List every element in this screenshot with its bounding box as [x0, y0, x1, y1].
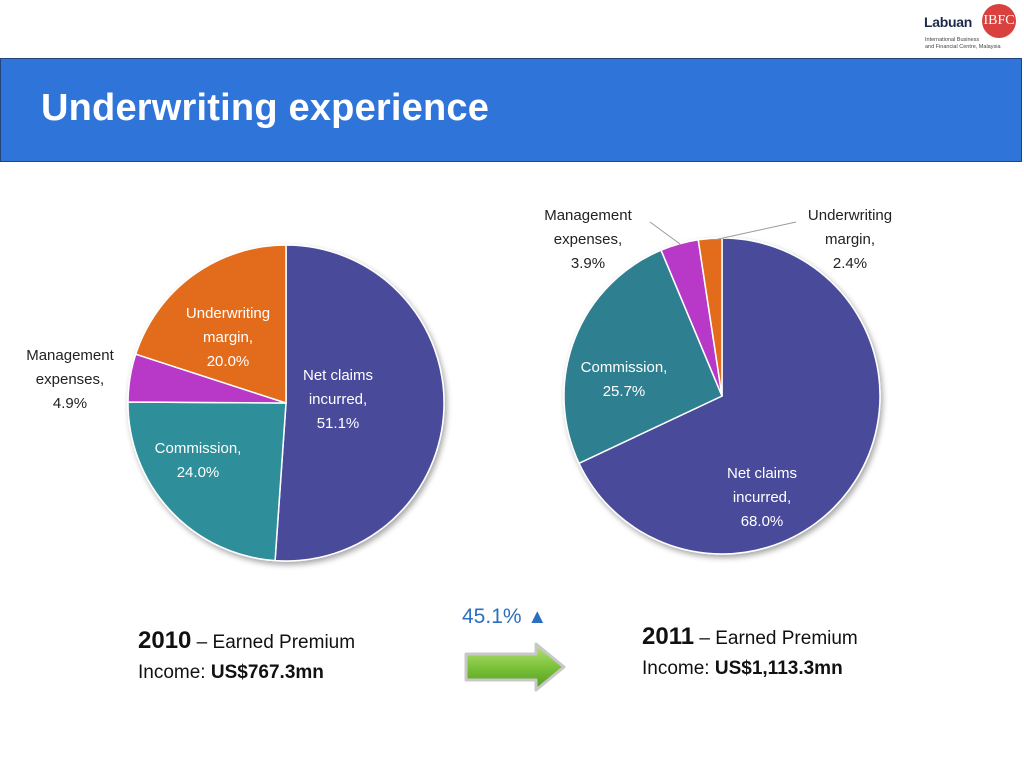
pie-1-label-2: Commission, 24.0%	[155, 440, 242, 481]
growth-value: 45.1%	[462, 605, 522, 628]
caption-2011-year: 2011	[642, 623, 695, 650]
pie-2-label-2: Commission, 25.7%	[581, 359, 668, 400]
up-triangle-icon: ▲	[527, 606, 548, 628]
pie-2-leader-3	[649, 221, 681, 245]
pie-1-slice-1	[274, 244, 445, 562]
slide-title: Underwriting experience	[41, 87, 490, 129]
logo-badge: IBFC	[982, 4, 1016, 38]
caption-2010-text: – Earned Premium	[191, 632, 356, 653]
growth-indicator: 45.1% ▲	[462, 605, 547, 629]
caption-2010: 2010 – Earned Premium Income: US$767.3mn	[138, 626, 355, 688]
pie-2-label-3: Management expenses, 3.9%	[544, 207, 632, 272]
caption-2011: 2011 – Earned Premium Income: US$1,113.3…	[642, 622, 858, 684]
logo-subtitle-line-1: International Business	[925, 37, 980, 43]
pie-2-label-4: Underwriting margin, 2.4%	[808, 207, 892, 272]
caption-2011-text: – Earned Premium	[694, 628, 858, 649]
pie-1-slice-4	[134, 244, 287, 405]
logo-wordmark: Labuan	[924, 14, 972, 30]
pie-2-slice-2	[563, 249, 723, 465]
pie-2-leader-4	[713, 221, 797, 241]
caption-2010-year: 2010	[138, 627, 192, 654]
right-arrow-icon	[464, 642, 566, 692]
caption-2010-amount: US$767.3mn	[210, 662, 324, 683]
pie-1-label-4: Underwriting margin, 20.0%	[186, 305, 270, 370]
pie-2-slice-1	[578, 237, 881, 555]
pie-chart-1	[127, 244, 445, 562]
logo-subtitle-line-2: and Financial Centre, Malaysia	[925, 44, 1001, 50]
pie-1-label-3: Management expenses, 4.9%	[26, 347, 114, 412]
pie-1-slice-2	[127, 401, 287, 562]
pie-2-label-1: Net claims incurred, 68.0%	[727, 465, 797, 530]
title-banner: Underwriting experience	[0, 58, 1022, 162]
caption-2011-amount: US$1,113.3mn	[714, 658, 843, 679]
labuan-ibfc-logo: Labuan IBFC International Business and F…	[920, 2, 1020, 54]
pie-chart-2	[563, 237, 881, 555]
caption-2010-income-label: Income:	[138, 662, 211, 683]
caption-2011-income-label: Income:	[642, 658, 715, 679]
pie-1-label-1: Net claims incurred, 51.1%	[303, 367, 373, 432]
